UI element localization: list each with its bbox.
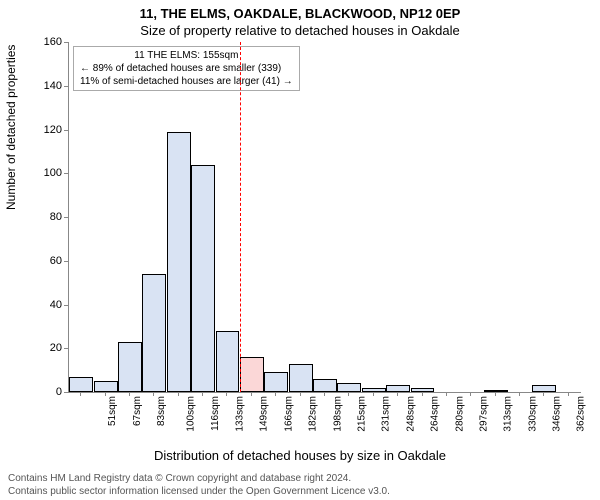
x-tick-label: 280sqm [454,396,465,432]
y-tick-mark [64,173,68,174]
x-tick-mark [446,392,447,396]
y-tick-label: 20 [32,342,62,354]
x-tick-mark [495,392,496,396]
histogram-bar [167,132,191,392]
histogram-bar [264,372,288,392]
histogram-bar [69,377,93,392]
x-tick-label: 231sqm [381,396,392,432]
x-tick-mark [348,392,349,396]
x-tick-label: 166sqm [283,396,294,432]
histogram-bar [362,388,386,392]
y-tick-mark [64,86,68,87]
x-tick-label: 51sqm [107,396,118,426]
x-tick-mark [105,392,106,396]
x-tick-mark [373,392,374,396]
y-tick-label: 40 [32,299,62,311]
x-tick-label: 100sqm [186,396,197,432]
y-axis-label: Number of detached properties [4,45,18,210]
x-axis-label: Distribution of detached houses by size … [0,448,600,463]
y-tick-label: 120 [32,124,62,136]
x-tick-mark [129,392,130,396]
x-tick-label: 248sqm [405,396,416,432]
x-tick-mark [568,392,569,396]
x-tick-label: 330sqm [527,396,538,432]
y-tick-mark [64,261,68,262]
x-tick-mark [543,392,544,396]
y-tick-label: 100 [32,167,62,179]
y-tick-mark [64,42,68,43]
plot-area: 11 THE ELMS: 155sqm ← 89% of detached ho… [68,42,581,393]
histogram-bar [118,342,142,392]
x-tick-label: 182sqm [308,396,319,432]
y-tick-label: 160 [32,36,62,48]
histogram-bar [142,274,166,392]
x-tick-mark [153,392,154,396]
histogram-bar [94,381,118,392]
property-annotation: 11 THE ELMS: 155sqm ← 89% of detached ho… [73,46,300,91]
x-tick-mark [275,392,276,396]
histogram-bar [191,165,215,393]
x-tick-mark [519,392,520,396]
y-tick-mark [64,305,68,306]
x-tick-label: 264sqm [430,396,441,432]
y-tick-label: 0 [32,386,62,398]
y-tick-mark [64,217,68,218]
histogram-bar [484,390,508,392]
x-tick-mark [397,392,398,396]
y-tick-mark [64,392,68,393]
annotation-line2: ← 89% of detached houses are smaller (33… [80,62,293,75]
property-marker-line [240,42,241,392]
annotation-line1: 11 THE ELMS: 155sqm [80,49,293,62]
x-tick-label: 346sqm [552,396,563,432]
y-tick-mark [64,348,68,349]
x-tick-label: 83sqm [156,396,167,426]
histogram-bar [313,379,337,392]
x-tick-mark [226,392,227,396]
histogram-bar [216,331,240,392]
histogram-bar [337,383,361,392]
chart-title-address: 11, THE ELMS, OAKDALE, BLACKWOOD, NP12 0… [0,0,600,21]
y-tick-mark [64,130,68,131]
x-tick-mark [300,392,301,396]
x-tick-mark [80,392,81,396]
x-tick-label: 215sqm [357,396,368,432]
y-tick-label: 60 [32,255,62,267]
attribution-line1: Contains HM Land Registry data © Crown c… [8,473,390,486]
attribution: Contains HM Land Registry data © Crown c… [8,473,390,498]
chart-title-sub: Size of property relative to detached ho… [0,21,600,38]
y-tick-label: 140 [32,80,62,92]
x-tick-label: 313sqm [503,396,514,432]
attribution-line2: Contains public sector information licen… [8,486,390,499]
x-tick-label: 133sqm [235,396,246,432]
x-tick-mark [324,392,325,396]
y-tick-label: 80 [32,211,62,223]
x-tick-mark [178,392,179,396]
x-tick-label: 362sqm [576,396,587,432]
annotation-line3: 11% of semi-detached houses are larger (… [80,75,293,88]
x-tick-label: 198sqm [332,396,343,432]
x-tick-mark [251,392,252,396]
x-tick-label: 67sqm [132,396,143,426]
x-tick-mark [470,392,471,396]
x-tick-label: 116sqm [210,396,221,431]
histogram-bar [240,357,264,392]
x-tick-mark [202,392,203,396]
x-tick-label: 149sqm [259,396,270,432]
histogram-bar [289,364,313,392]
x-tick-label: 297sqm [478,396,489,432]
x-tick-mark [422,392,423,396]
